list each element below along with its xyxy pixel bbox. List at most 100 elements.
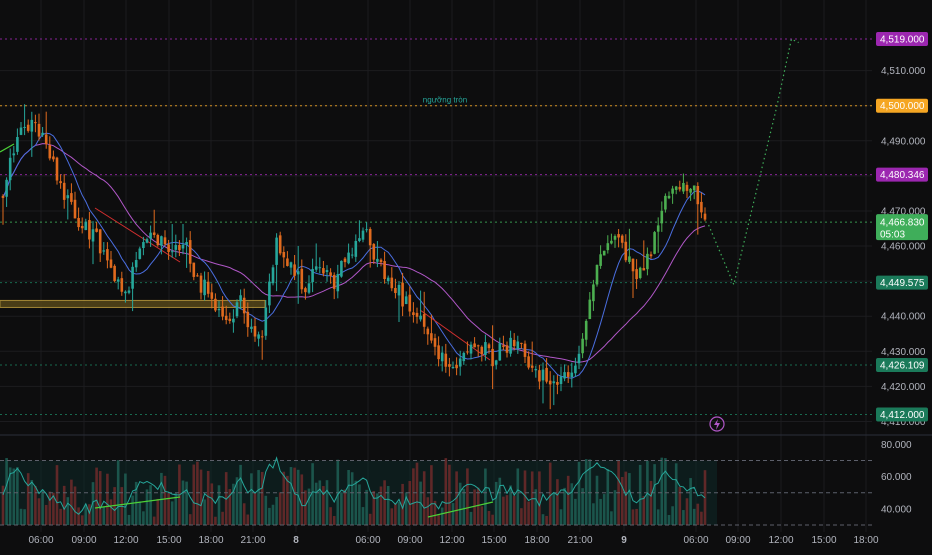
candle-body [102, 250, 106, 252]
candle-body [408, 294, 412, 312]
volume-bar [30, 480, 34, 525]
volume-bar [541, 514, 545, 525]
candle-body [433, 338, 437, 347]
candle-body [91, 229, 95, 242]
time-tick-label: 12:00 [439, 535, 464, 546]
volume-bar [44, 504, 48, 525]
candle-body [8, 157, 12, 181]
volume-bar [545, 515, 548, 525]
candle-body [361, 230, 365, 240]
volume-bar [260, 471, 264, 525]
candle-body [660, 210, 664, 224]
volume-bar [52, 492, 55, 525]
volume-bar [167, 493, 170, 525]
candle-body [293, 264, 296, 276]
price-level-label: 4,519.000 [880, 35, 925, 46]
candle-body [322, 268, 325, 274]
ma-fast-line [2, 132, 706, 379]
candle-body [160, 236, 163, 246]
candle-body [282, 252, 286, 258]
volume-bar [268, 507, 271, 525]
candle-body [124, 291, 127, 294]
volume-bar [570, 483, 574, 525]
volume-bar [361, 507, 365, 525]
volume-bar [592, 503, 595, 525]
price-tick-label: 4,470.000 [881, 206, 926, 217]
volume-bar [631, 509, 635, 525]
candle-body [131, 266, 134, 289]
volume-bar [383, 480, 386, 525]
candle-body [509, 337, 512, 354]
volume-bar [329, 507, 332, 525]
volume-bar [473, 489, 476, 525]
candle-body [145, 239, 149, 243]
candle-body [264, 307, 268, 336]
price-level-badge [876, 357, 928, 372]
volume-bar [95, 467, 98, 525]
candle-body [494, 360, 498, 365]
candle-body [682, 182, 685, 192]
volume-bar [466, 468, 469, 525]
candle-body [703, 213, 707, 220]
time-tick-label: 09:00 [397, 535, 422, 546]
candle-body [541, 369, 545, 381]
volume-bar [296, 469, 300, 525]
volume-bar [127, 514, 131, 525]
volume-bar [667, 515, 671, 525]
volume-bar [282, 471, 286, 525]
candle-body [37, 123, 41, 137]
volume-bar [221, 511, 224, 525]
volume-bar [365, 489, 368, 525]
price-tick-label: 4,420.000 [881, 382, 926, 393]
candle-body [257, 334, 260, 339]
price-tick-label: 4,510.000 [881, 66, 926, 77]
candle-body [487, 344, 491, 349]
volume-bar [610, 511, 613, 525]
lightning-icon-ring [709, 416, 725, 432]
volume-bar [239, 464, 242, 525]
candle-body [325, 270, 329, 273]
volume-bar [300, 474, 304, 525]
volume-bar [134, 481, 138, 525]
lightning-icon [709, 416, 725, 432]
candle-body [307, 283, 311, 293]
candle-body [379, 259, 383, 263]
price-tick-label: 4,410.000 [881, 417, 926, 428]
volume-bar [588, 459, 592, 525]
price-axis: 4,410.0004,420.0004,430.0004,440.0004,45… [881, 66, 926, 428]
time-tick-label: 09:00 [71, 535, 96, 546]
candle-body [574, 365, 577, 374]
candle-body [318, 267, 322, 269]
candle-body [512, 339, 516, 347]
candle-body [174, 245, 178, 250]
volume-bar [170, 501, 174, 525]
candle-body [66, 195, 70, 199]
volume-bar [98, 471, 102, 525]
candle-body [530, 365, 534, 368]
candle-body [552, 381, 556, 384]
candle-body [516, 341, 520, 349]
volume-bar [700, 511, 703, 525]
time-tick-label: 18:00 [853, 535, 878, 546]
volume-bar [271, 504, 275, 525]
candle-body [268, 281, 271, 306]
candle-body [44, 134, 48, 145]
volume-bar [242, 503, 246, 525]
candle-body [350, 254, 354, 256]
volume-bar [131, 495, 134, 525]
candle-body [624, 241, 628, 261]
candle-body [196, 275, 199, 277]
volume-bar [606, 468, 610, 525]
volume-bar [12, 468, 16, 525]
candle-body [685, 184, 689, 191]
candle-body [390, 277, 394, 289]
volume-bar [66, 497, 70, 525]
volume-bar [152, 516, 156, 525]
candle-body [556, 381, 559, 385]
volume-bar [440, 507, 444, 525]
candle-body [55, 157, 59, 181]
price-level-label: 4,466.830 [880, 218, 925, 229]
volume-bar [286, 475, 289, 525]
